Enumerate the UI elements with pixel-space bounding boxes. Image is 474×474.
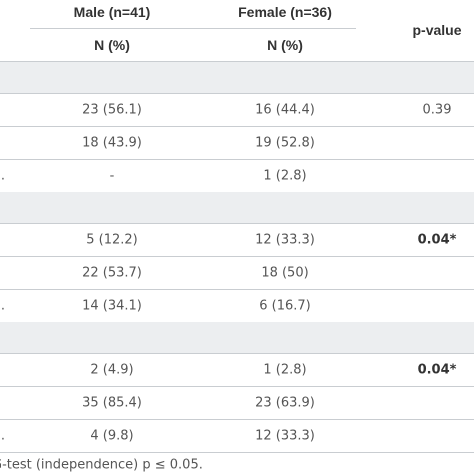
row-rule: [0, 386, 474, 387]
female-cell: 1 (2.8): [263, 362, 307, 377]
male-cell: 4 (9.8): [90, 428, 134, 443]
male-cell: 5 (12.2): [86, 232, 138, 247]
male-cell: 23 (56.1): [82, 102, 142, 117]
female-cell: 1 (2.8): [263, 168, 307, 183]
row-rule: [0, 93, 474, 94]
female-cell: 23 (63.9): [255, 395, 315, 410]
female-cell: 12 (33.3): [255, 428, 315, 443]
p-value-cell: 0.04*: [417, 232, 457, 247]
female-cell: 19 (52.8): [255, 135, 315, 150]
male-cell: 35 (85.4): [82, 395, 142, 410]
row-rule: [0, 223, 474, 224]
row-label: .: [0, 298, 6, 313]
footer-note: G-test (independence) p ≤ 0.05.: [0, 457, 203, 473]
section-band: [0, 322, 474, 353]
header-bottom-rule: [0, 61, 474, 62]
female-unit: N (%): [267, 37, 303, 53]
male-cell: 22 (53.7): [82, 265, 142, 280]
female-cell: 16 (44.4): [255, 102, 315, 117]
male-cell: 14 (34.1): [82, 298, 142, 313]
female-cell: 6 (16.7): [259, 298, 311, 313]
female-cell: 12 (33.3): [255, 232, 315, 247]
male-cell: 2 (4.9): [90, 362, 134, 377]
p-value-cell: 0.39: [422, 102, 452, 117]
row-label: .: [0, 428, 6, 443]
row-rule: [0, 353, 474, 354]
male-cell: 18 (43.9): [82, 135, 142, 150]
male-cell: -: [109, 168, 115, 183]
section-band: [0, 192, 474, 223]
p-value-header: p-value: [412, 22, 462, 38]
row-rule: [0, 419, 474, 420]
male-header: Male (n=41): [73, 4, 151, 20]
row-label: .: [0, 168, 6, 183]
male-unit: N (%): [94, 37, 130, 53]
section-band: [0, 62, 474, 93]
row-rule: [0, 159, 474, 160]
row-rule: [0, 126, 474, 127]
female-cell: 18 (50): [261, 265, 309, 280]
p-value-cell: 0.04*: [417, 362, 457, 377]
female-header: Female (n=36): [238, 4, 332, 20]
row-rule: [0, 452, 474, 453]
row-rule: [0, 256, 474, 257]
header-rule: [30, 28, 356, 29]
row-rule: [0, 289, 474, 290]
